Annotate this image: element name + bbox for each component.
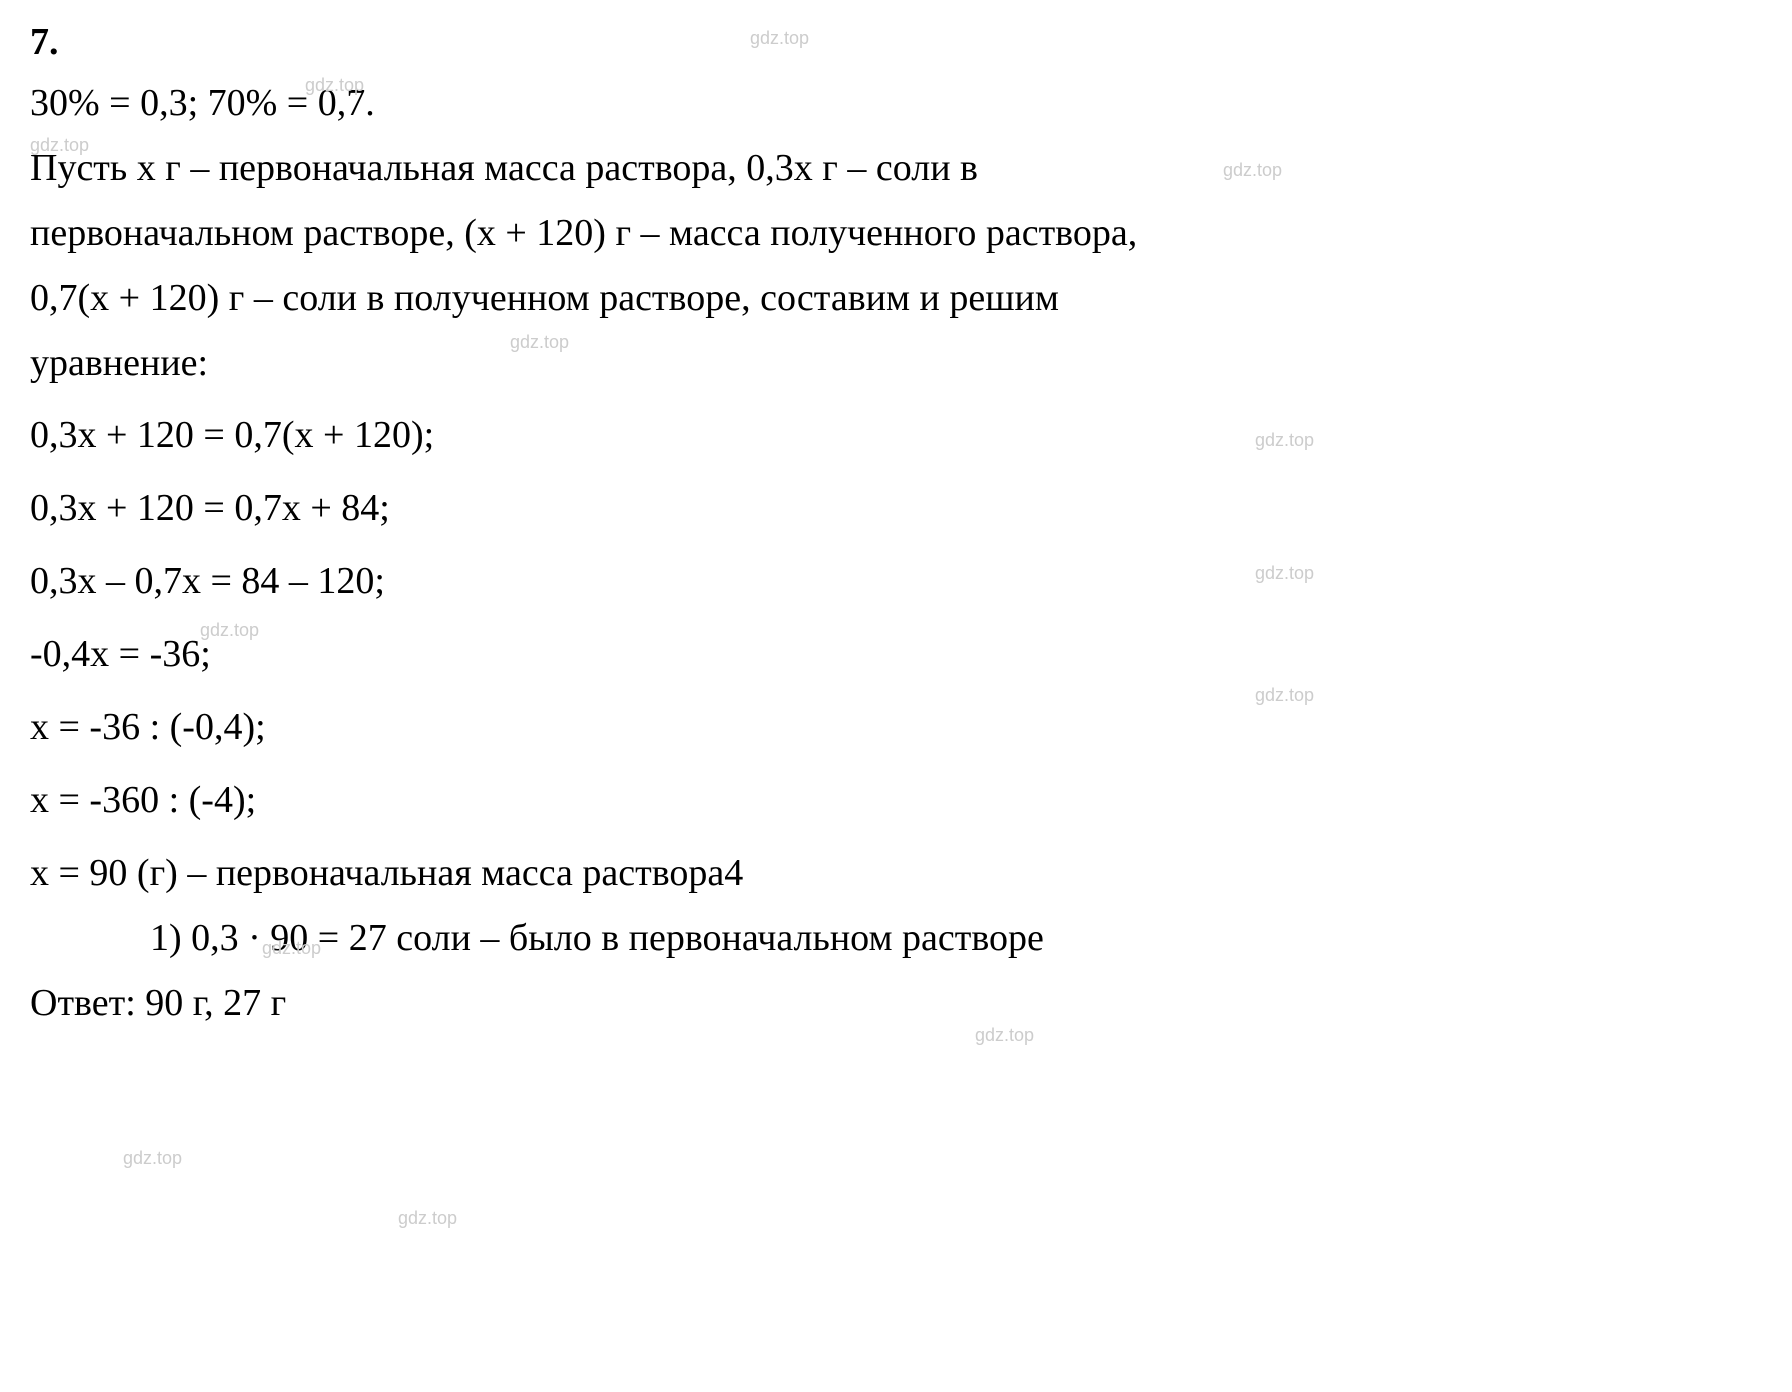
equation-line-4: -0,4x = -36; (30, 625, 1762, 684)
text-line-1: 30% = 0,3; 70% = 0,7. (30, 74, 1762, 133)
equation-line-2: 0,3x + 120 = 0,7x + 84; (30, 479, 1762, 538)
spacer (30, 617, 1762, 625)
text-line-5: уравнение: (30, 334, 1762, 393)
spacer (30, 398, 1762, 406)
watermark-text: gdz.top (398, 1208, 457, 1229)
watermark-text: gdz.top (123, 1148, 182, 1169)
spacer (30, 544, 1762, 552)
spacer (30, 471, 1762, 479)
problem-number: 7. (30, 20, 1762, 64)
equation-line-1: 0,3x + 120 = 0,7(x + 120); (30, 406, 1762, 465)
text-line-3: первоначальном растворе, (x + 120) г – м… (30, 204, 1762, 263)
spacer (30, 690, 1762, 698)
document-container: 7. 30% = 0,3; 70% = 0,7. Пусть x г – пер… (30, 20, 1762, 1372)
text-line-4: 0,7(x + 120) г – соли в полученном раств… (30, 269, 1762, 328)
equation-line-5: x = -36 : (-0,4); (30, 698, 1762, 757)
equation-line-3: 0,3x – 0,7x = 84 – 120; (30, 552, 1762, 611)
spacer (30, 836, 1762, 844)
text-line-2: Пусть x г – первоначальная масса раствор… (30, 139, 1762, 198)
equation-line-6: x = -360 : (-4); (30, 771, 1762, 830)
equation-line-7: x = 90 (г) – первоначальная масса раство… (30, 844, 1762, 903)
spacer (30, 763, 1762, 771)
sub-item-line: 1) 0,3 · 90 = 27 соли – было в первонача… (150, 909, 1762, 968)
answer-line: Ответ: 90 г, 27 г (30, 974, 1762, 1033)
